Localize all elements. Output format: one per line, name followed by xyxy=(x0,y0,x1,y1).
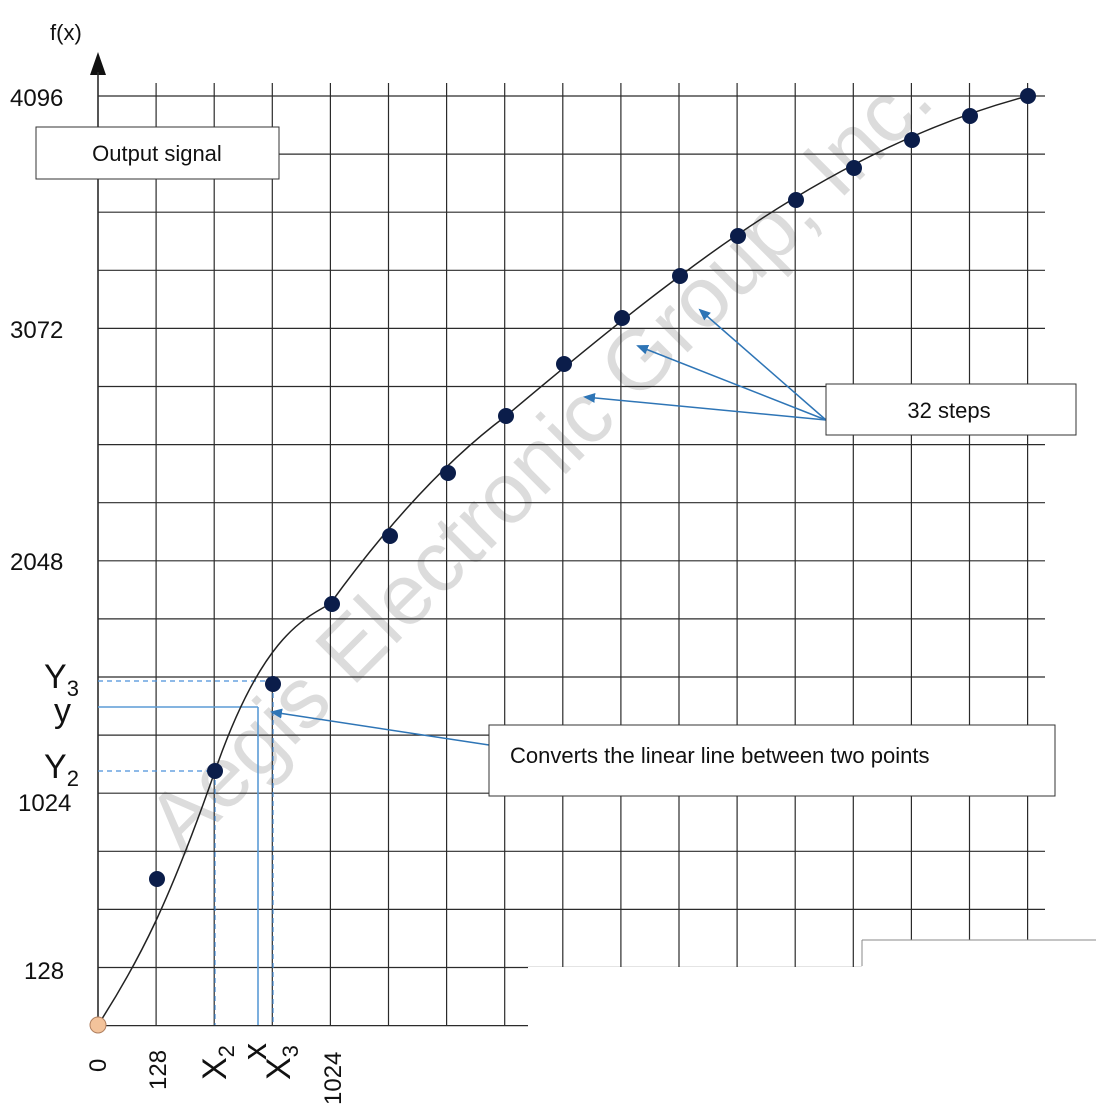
x-label: x xyxy=(236,1043,274,1060)
x-tick-label: 0 xyxy=(85,1059,112,1072)
interpolation-guides xyxy=(98,680,274,1025)
steps-box xyxy=(825,383,1077,436)
output-signal-label: Output signal xyxy=(92,141,222,166)
grid xyxy=(98,83,1045,1027)
curve-point xyxy=(498,408,514,424)
gamma-curve xyxy=(97,95,1029,1026)
y-tick-label: 128 xyxy=(24,958,64,985)
curve-point xyxy=(788,192,804,208)
callout-arrows xyxy=(270,308,827,746)
steps-arrow xyxy=(636,345,827,421)
y2-label: Y2 xyxy=(44,748,79,791)
curve-point xyxy=(672,268,688,284)
y-tick-label: 4096 xyxy=(10,85,63,112)
curve-point xyxy=(962,108,978,124)
curve-point xyxy=(440,465,456,481)
y-tick-label: 3072 xyxy=(10,317,63,344)
curve-point xyxy=(382,528,398,544)
curve-point xyxy=(904,132,920,148)
curve-point xyxy=(324,596,340,612)
origin-point xyxy=(89,1016,107,1034)
steps-label: 32 steps xyxy=(907,398,990,423)
curve-points xyxy=(89,88,1036,1034)
curve-point xyxy=(846,160,862,176)
curve-point xyxy=(265,676,281,692)
mask-panel xyxy=(862,940,1096,1109)
curve-point xyxy=(730,228,746,244)
y-tick-label: 2048 xyxy=(10,549,63,576)
y-axis-title: f(x) xyxy=(50,20,82,45)
y3-label: Y3 xyxy=(44,658,79,701)
curve-point xyxy=(614,310,630,326)
x2-label: X2 xyxy=(196,1045,239,1080)
curve-point xyxy=(556,356,572,372)
steps-arrow xyxy=(583,392,827,421)
curve-point xyxy=(149,871,165,887)
x-tick-label: 128 xyxy=(145,1050,172,1090)
y-tick-label: 1024 xyxy=(18,790,71,817)
linear-box xyxy=(488,724,1056,797)
linear-arrow xyxy=(270,708,490,746)
y-axis-arrowhead xyxy=(90,52,106,75)
steps-arrow xyxy=(698,308,827,421)
x-tick-label: 1024 xyxy=(320,1052,347,1105)
curve-point xyxy=(1020,88,1036,104)
output-signal-box xyxy=(35,126,280,180)
y-label: y xyxy=(54,692,71,730)
x3-label: X3 xyxy=(260,1045,303,1080)
linear-label: Converts the linear line between two poi… xyxy=(510,743,929,768)
curve-point xyxy=(207,763,223,779)
